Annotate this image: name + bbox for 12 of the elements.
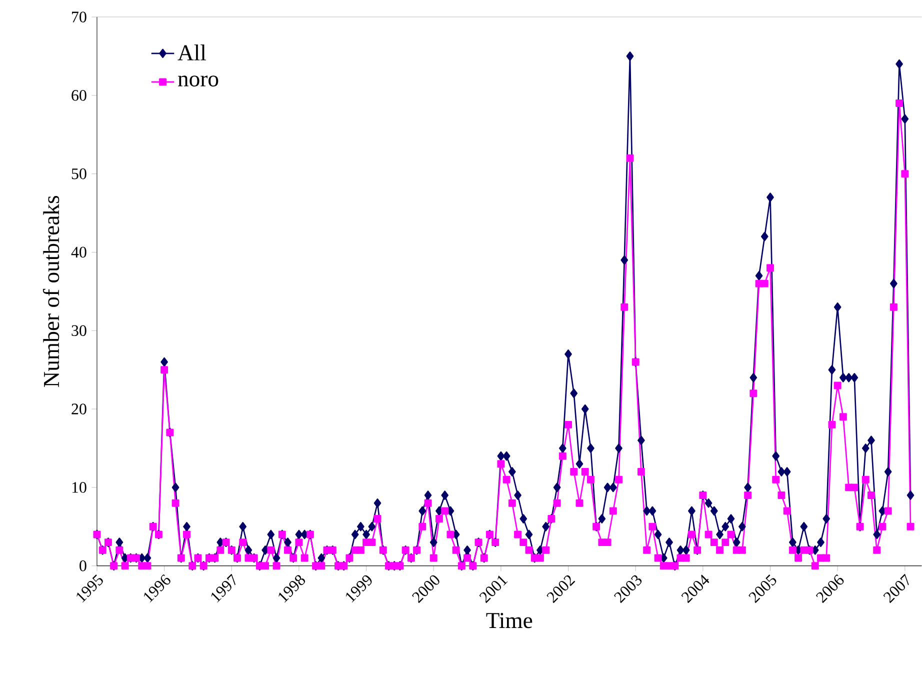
legend-label: noro [178, 76, 218, 87]
y-tick-label: 40 [71, 246, 86, 258]
y-tick-label: 10 [72, 482, 86, 493]
y-tick-label: 50 [72, 168, 86, 180]
y-tick-label: 70 [72, 12, 86, 22]
y-tick-label: 30 [72, 325, 86, 336]
y-axis-title: Number of outbreaks [42, 196, 60, 388]
y-tick-label: 60 [72, 90, 86, 101]
x-axis-title: Time [486, 613, 532, 628]
y-tick-label: 20 [72, 404, 86, 414]
legend-label: All [178, 44, 206, 60]
y-tick-label: 0 [80, 560, 86, 572]
